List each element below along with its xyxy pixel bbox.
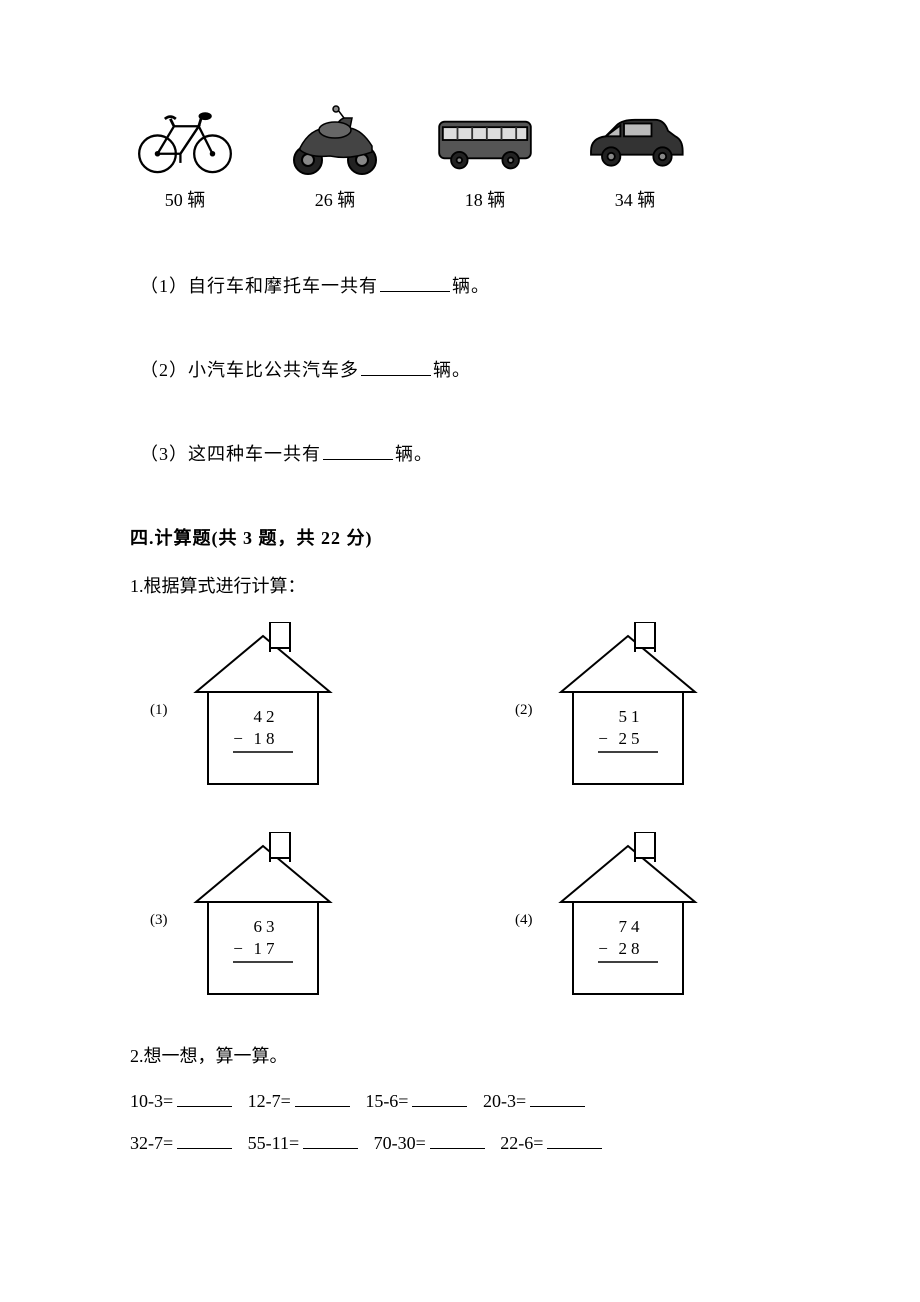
vehicle-item-motorcycle: 26 辆 [280,100,390,212]
question-1: （1）自行车和摩托车一共有 辆。 [140,272,810,298]
blank-input[interactable] [303,1130,358,1149]
svg-text:74: 74 [618,917,643,936]
house-label: (2) [515,702,533,719]
blank-input[interactable] [380,273,450,292]
q3-suffix: 辆。 [395,444,433,464]
svg-text:17: 17 [253,939,278,958]
house-label: (4) [515,912,533,929]
blank-input[interactable] [361,357,431,376]
bicycle-icon [130,100,240,180]
svg-text:51: 51 [618,707,643,726]
vehicle-caption: 50 辆 [165,186,206,212]
spacer [360,1133,374,1153]
q1-suffix: 辆。 [452,276,490,296]
q3-prefix: （3）这四种车一共有 [140,444,321,464]
blank-input[interactable] [547,1130,602,1149]
spacer [234,1133,248,1153]
q1-prefix: （1）自行车和摩托车一共有 [140,276,378,296]
calc-expression: 70-30= [374,1133,426,1153]
vehicle-caption: 26 辆 [315,186,356,212]
question-3: （3）这四种车一共有 辆。 [140,440,810,466]
calc-expression: 55-11= [248,1133,299,1153]
house-label: (1) [150,702,168,719]
svg-text:−: − [598,729,612,748]
calc-row: 32-7= 55-11= 70-30= 22-6= [130,1130,810,1154]
spacer [469,1091,483,1111]
vehicle-item-car: 34 辆 [580,100,690,212]
vehicle-caption: 18 辆 [465,186,506,212]
calc-expression: 32-7= [130,1133,173,1153]
house-diagram: 42 − 18 [178,622,348,792]
motorcycle-icon [280,100,390,180]
house-diagram: 63 − 17 [178,832,348,1002]
car-icon [580,100,690,180]
calc-expression: 22-6= [500,1133,543,1153]
blank-input[interactable] [177,1088,232,1107]
calc-row: 10-3= 12-7= 15-6= 20-3= [130,1088,810,1112]
spacer [352,1091,366,1111]
problem-1-text: 1.根据算式进行计算： [130,572,810,598]
svg-text:18: 18 [253,729,278,748]
blank-input[interactable] [323,441,393,460]
blank-input[interactable] [177,1130,232,1149]
svg-text:−: − [233,939,247,958]
svg-text:25: 25 [618,729,643,748]
svg-text:28: 28 [618,939,643,958]
calc-expression: 10-3= [130,1091,173,1111]
question-2: （2）小汽车比公共汽车多 辆。 [140,356,810,382]
problem-2-text: 2.想一想，算一算。 [130,1042,810,1068]
vehicle-caption: 34 辆 [615,186,656,212]
house-grid: (1) 42 − 18 (2) 51 − 25 [150,622,810,1002]
house-diagram: 74 − 28 [543,832,713,1002]
svg-text:−: − [598,939,612,958]
house-cell: (3) 63 − 17 [150,832,445,1002]
blank-input[interactable] [412,1088,467,1107]
section-4-title: 四.计算题(共 3 题，共 22 分) [130,524,810,550]
blank-input[interactable] [430,1130,485,1149]
svg-text:63: 63 [253,917,278,936]
blank-input[interactable] [530,1088,585,1107]
calc-expression: 20-3= [483,1091,526,1111]
vehicle-item-bicycle: 50 辆 [130,100,240,212]
calc-expression: 12-7= [248,1091,291,1111]
q2-prefix: （2）小汽车比公共汽车多 [140,360,359,380]
house-cell: (2) 51 − 25 [515,622,810,792]
vehicle-row: 50 辆 [130,100,810,212]
calc-expression: 15-6= [365,1091,408,1111]
spacer [234,1091,248,1111]
calc-rows: 10-3= 12-7= 15-6= 20-3= 32-7= 55-11= 70-3… [130,1088,810,1154]
blank-input[interactable] [295,1088,350,1107]
svg-text:42: 42 [253,707,278,726]
house-diagram: 51 − 25 [543,622,713,792]
bus-icon [430,100,540,180]
vehicle-item-bus: 18 辆 [430,100,540,212]
svg-text:−: − [233,729,247,748]
house-cell: (4) 74 − 28 [515,832,810,1002]
q2-suffix: 辆。 [433,360,471,380]
house-label: (3) [150,912,168,929]
spacer [487,1133,501,1153]
house-cell: (1) 42 − 18 [150,622,445,792]
